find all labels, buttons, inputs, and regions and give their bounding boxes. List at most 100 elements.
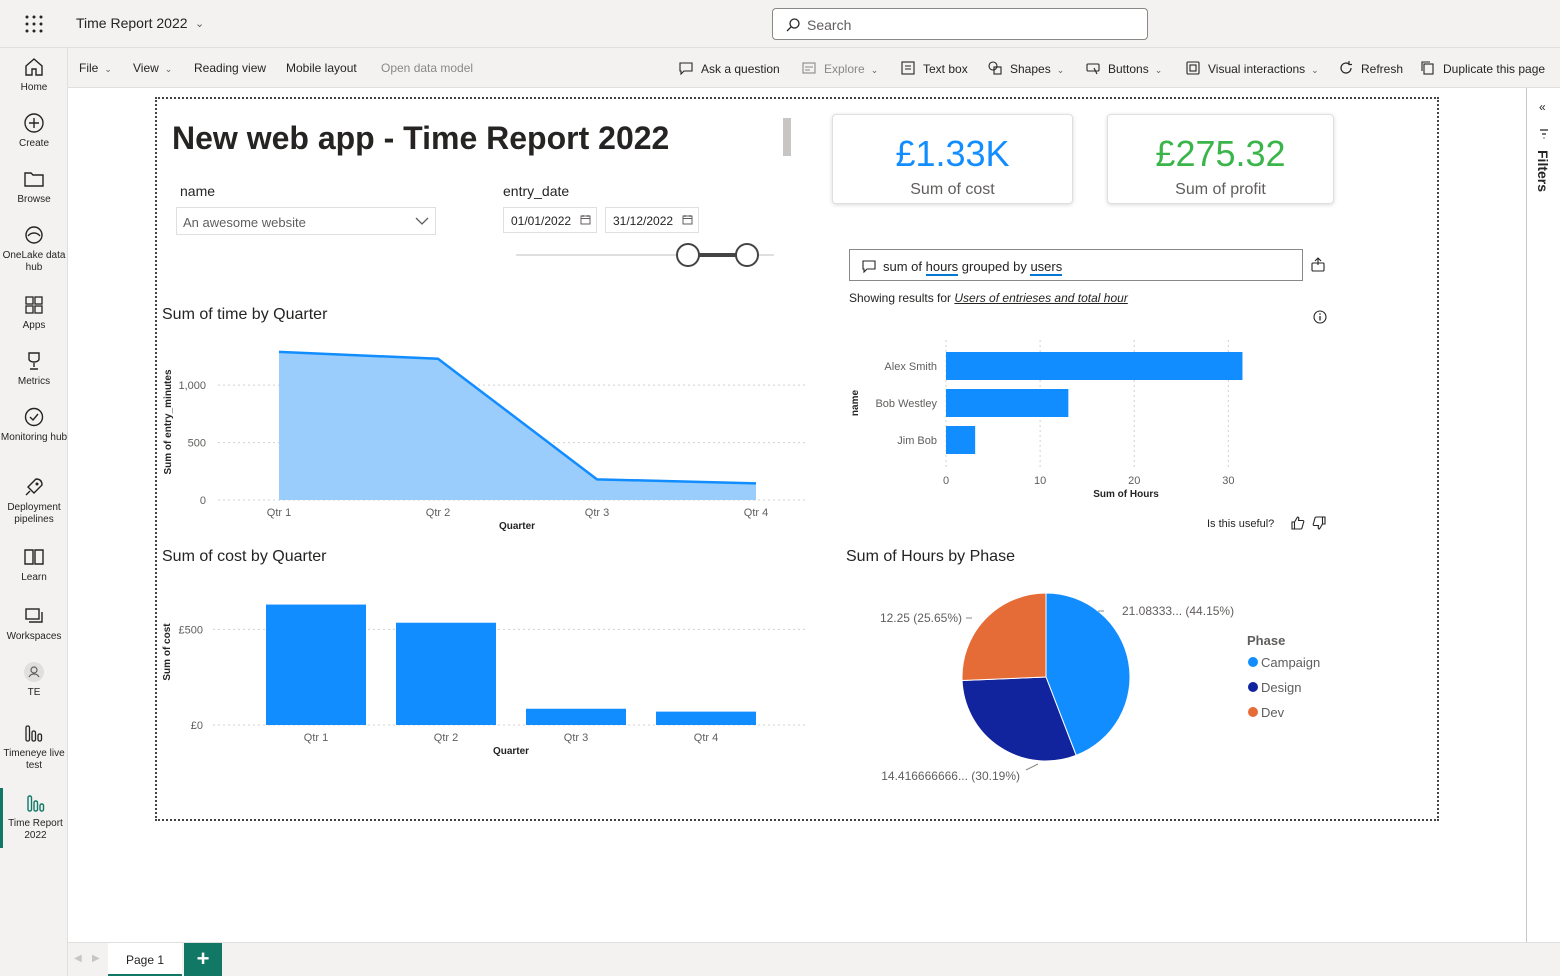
visual-interactions-button[interactable]: Visual interactions ⌄ bbox=[1186, 61, 1319, 76]
nav-item-browse[interactable]: Browse bbox=[0, 168, 68, 206]
nav-item-metrics[interactable]: Metrics bbox=[0, 350, 68, 388]
report-name[interactable]: Time Report 2022 bbox=[76, 15, 188, 31]
shapes-label: Shapes bbox=[1010, 62, 1051, 76]
nav-item-apps[interactable]: Apps bbox=[0, 294, 68, 332]
data-label: 12.25 (25.65%) bbox=[880, 611, 962, 625]
x-axis-title: Sum of Hours bbox=[1093, 489, 1159, 500]
nav-item-time-report[interactable]: Time Report 2022 bbox=[0, 788, 68, 848]
nav-item-create[interactable]: Create bbox=[0, 112, 68, 150]
search-box[interactable] bbox=[772, 8, 1148, 40]
mobile-layout-button[interactable]: Mobile layout bbox=[286, 61, 357, 75]
legend-marker bbox=[1248, 682, 1258, 692]
y-tick-label: 500 bbox=[188, 438, 206, 450]
pie-slice bbox=[961, 676, 1077, 762]
chevron-down-icon: ⌄ bbox=[1154, 65, 1163, 75]
ask-question-button[interactable]: Ask a question bbox=[679, 61, 780, 76]
x-tick-label: Qtr 2 bbox=[426, 507, 450, 519]
chevron-down-icon[interactable]: ⌄ bbox=[195, 18, 205, 30]
search-input[interactable] bbox=[807, 15, 1127, 35]
area-fill bbox=[279, 351, 756, 500]
duplicate-page-button[interactable]: Duplicate this page bbox=[1421, 61, 1545, 76]
end-date-input[interactable]: 31/12/2022 bbox=[605, 207, 699, 233]
name-slicer-value: An awesome website bbox=[183, 215, 306, 230]
date-slider-range bbox=[688, 253, 748, 257]
nav-item-deployment[interactable]: Deployment pipelines bbox=[0, 476, 68, 526]
nav-item-onelake[interactable]: OneLake data hub bbox=[0, 224, 68, 274]
add-page-button[interactable]: + bbox=[184, 943, 222, 976]
kpi-cost-label: Sum of cost bbox=[910, 181, 995, 198]
nav-item-monitoring[interactable]: Monitoring hub bbox=[0, 406, 68, 444]
convert-visual-icon[interactable] bbox=[1310, 257, 1326, 273]
calendar-icon bbox=[580, 215, 591, 225]
hours-by-phase-chart[interactable]: 21.08333... (44.15%) 14.416666666... (30.… bbox=[846, 580, 1366, 790]
search-icon bbox=[786, 18, 800, 32]
refresh-label: Refresh bbox=[1361, 62, 1404, 76]
shapes-button[interactable]: Shapes ⌄ bbox=[988, 61, 1064, 76]
date-slider-track[interactable] bbox=[516, 254, 774, 256]
bar bbox=[396, 622, 496, 725]
bar bbox=[656, 711, 756, 725]
open-data-model-button[interactable]: Open data model bbox=[381, 61, 474, 75]
y-tick-label: 0 bbox=[200, 495, 206, 507]
bar bbox=[266, 604, 366, 725]
collapse-icon[interactable]: « bbox=[1539, 100, 1546, 114]
monitor-icon bbox=[24, 407, 44, 427]
hours-by-user-chart[interactable]: 0 10 20 30 Alex Smith Bob Westley Jim Bob Sum o… bbox=[846, 330, 1286, 505]
nav-item-timeneye[interactable]: Timeneye live test bbox=[0, 722, 68, 772]
time-chart-title: Sum of time by Quarter bbox=[162, 306, 328, 323]
explore-button[interactable]: Explore ⌄ bbox=[802, 61, 878, 76]
next-page-icon[interactable]: ▶ bbox=[92, 953, 100, 964]
cost-chart-title: Sum of cost by Quarter bbox=[162, 548, 327, 565]
date-slider-start-handle[interactable] bbox=[676, 243, 700, 267]
visual-interactions-icon bbox=[1186, 61, 1200, 75]
qa-result-link[interactable]: Users of entrieses and total hour bbox=[954, 291, 1128, 305]
text-box-button[interactable]: Text box bbox=[901, 61, 968, 76]
text-box-label: Text box bbox=[923, 62, 968, 76]
prev-page-icon[interactable]: ◀ bbox=[74, 953, 82, 964]
view-menu[interactable]: View ⌄ bbox=[133, 61, 172, 75]
nav-item-learn[interactable]: Learn bbox=[0, 546, 68, 584]
nav-label: OneLake data hub bbox=[2, 250, 66, 273]
file-menu[interactable]: File ⌄ bbox=[79, 61, 112, 75]
nav-item-workspaces[interactable]: Workspaces bbox=[0, 605, 68, 643]
page-tab-1[interactable]: Page 1 bbox=[108, 943, 182, 976]
bar bbox=[946, 352, 1243, 380]
filters-pane[interactable]: « Filters bbox=[1526, 88, 1560, 942]
chevron-down-icon: ⌄ bbox=[870, 65, 879, 75]
y-tick-label: £0 bbox=[191, 720, 203, 732]
scrollbar-thumb[interactable] bbox=[783, 118, 791, 156]
nav-item-home[interactable]: Home bbox=[0, 56, 68, 94]
time-by-quarter-chart[interactable]: 0 500 1,000 Qtr 1 Qtr 2 Qtr 3 Qtr 4 Quarter Sum … bbox=[158, 330, 828, 540]
app-launcher-icon[interactable] bbox=[24, 14, 44, 34]
cost-by-quarter-chart[interactable]: £0 £500 Qtr 1 Qtr 2 Qtr 3 Qtr 4 Quarter Sum of … bbox=[158, 580, 828, 760]
page-tabs-bar: ◀ ▶ Page 1 + bbox=[68, 942, 1560, 976]
x-tick-label: Qtr 1 bbox=[267, 507, 291, 519]
x-tick-label: Qtr 3 bbox=[585, 507, 609, 519]
x-tick-label: Qtr 4 bbox=[744, 507, 768, 519]
nav-label: Create bbox=[18, 138, 49, 149]
thumbs-up-icon[interactable] bbox=[1291, 516, 1305, 530]
start-date-input[interactable]: 01/01/2022 bbox=[503, 207, 597, 233]
reading-view-button[interactable]: Reading view bbox=[194, 61, 267, 75]
shapes-icon bbox=[988, 61, 1002, 75]
buttons-button[interactable]: Buttons ⌄ bbox=[1086, 61, 1162, 76]
te-workspace-icon bbox=[24, 662, 44, 682]
thumbs-down-icon[interactable] bbox=[1312, 516, 1326, 530]
name-slicer-dropdown[interactable]: An awesome website bbox=[176, 207, 436, 235]
info-icon[interactable] bbox=[1313, 310, 1327, 324]
data-label: 21.08333... (44.15%) bbox=[1122, 604, 1234, 618]
left-navigation: Home Create Browse OneLake data hub Apps… bbox=[0, 48, 68, 976]
date-slider-end-handle[interactable] bbox=[735, 243, 759, 267]
apps-icon bbox=[25, 296, 43, 314]
nav-item-te[interactable]: TE bbox=[0, 661, 68, 699]
nav-label: Monitoring hub bbox=[0, 432, 68, 443]
kpi-card-profit[interactable]: £275.32 Sum of profit bbox=[1107, 114, 1334, 204]
kpi-card-cost[interactable]: £1.33K Sum of cost bbox=[832, 114, 1073, 204]
refresh-button[interactable]: Refresh bbox=[1339, 61, 1403, 76]
qa-input[interactable]: sum of hours grouped by users bbox=[849, 249, 1303, 281]
rocket-icon bbox=[25, 478, 43, 496]
y-tick-label: Bob Westley bbox=[875, 398, 937, 410]
x-tick-label: Qtr 4 bbox=[694, 732, 718, 744]
nav-label: Apps bbox=[22, 320, 46, 331]
y-axis-title: Sum of entry_minutes bbox=[163, 369, 174, 474]
